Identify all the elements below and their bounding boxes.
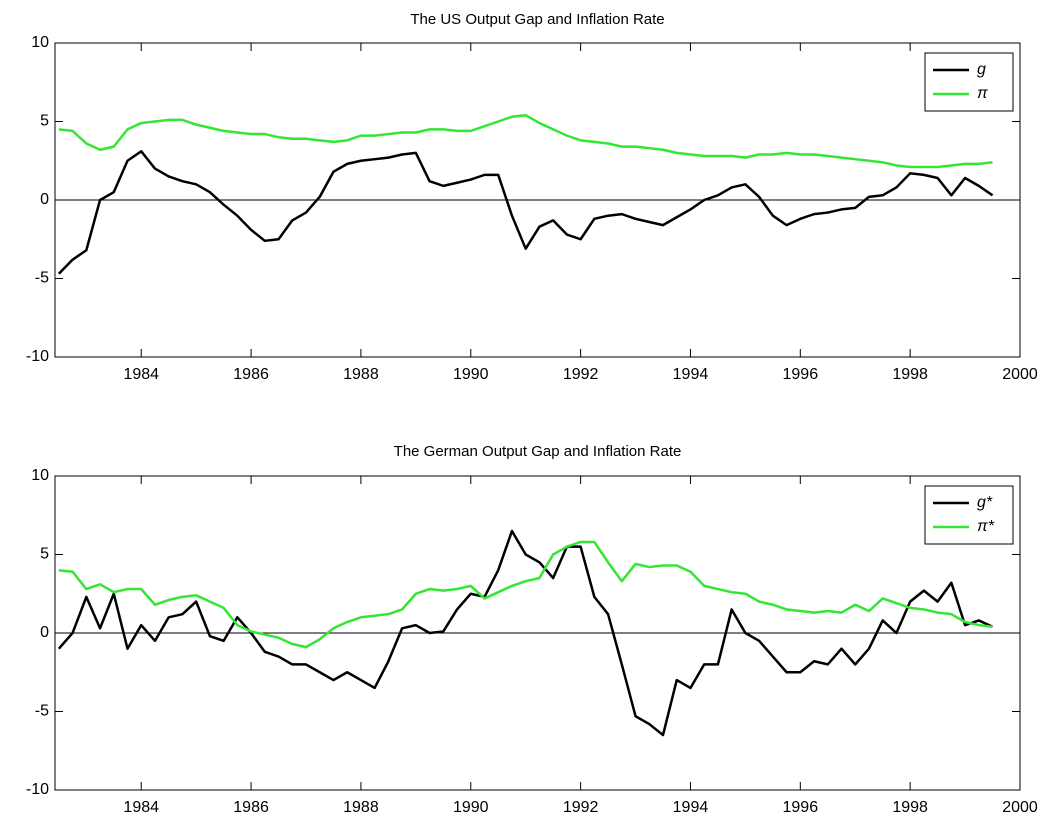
legend-label: g* [977,494,993,511]
x-tick-label: 1984 [123,366,159,383]
series-line [57,150,994,275]
y-tick-label: 0 [40,624,49,641]
x-tick-label: 1988 [343,366,379,383]
y-tick-label: 5 [40,113,49,130]
x-tick-label: 1998 [892,799,928,816]
x-tick-label: 1996 [783,799,819,816]
x-tick-label: 1986 [233,366,269,383]
x-tick-label: 1998 [892,366,928,383]
chart-title: The US Output Gap and Inflation Rate [410,11,664,28]
x-tick-label: 2000 [1002,799,1038,816]
x-tick-label: 1986 [233,799,269,816]
series-line [57,529,994,737]
x-tick-label: 1992 [563,366,599,383]
x-tick-label: 1990 [453,799,489,816]
y-tick-label: -10 [26,781,49,798]
y-tick-label: -5 [35,270,49,287]
y-tick-label: 5 [40,546,49,563]
legend-label: π* [977,518,995,535]
legend-box [924,52,1014,112]
legend-label: π [977,85,988,102]
legend-box [924,485,1014,545]
series-line [58,540,993,649]
x-tick-label: 1994 [673,366,709,383]
chart-title: The German Output Gap and Inflation Rate [394,443,682,460]
x-tick-label: 1996 [783,366,819,383]
y-tick-label: -5 [35,703,49,720]
y-tick-label: 10 [31,467,49,484]
x-tick-label: 1984 [123,799,159,816]
series-line [58,113,993,169]
x-tick-label: 1994 [673,799,709,816]
x-tick-label: 1988 [343,799,379,816]
x-tick-label: 1990 [453,366,489,383]
x-tick-label: 1992 [563,799,599,816]
y-tick-label: -10 [26,348,49,365]
y-tick-label: 0 [40,191,49,208]
x-tick-label: 2000 [1002,366,1038,383]
legend-label: g [977,61,986,78]
y-tick-label: 10 [31,34,49,51]
